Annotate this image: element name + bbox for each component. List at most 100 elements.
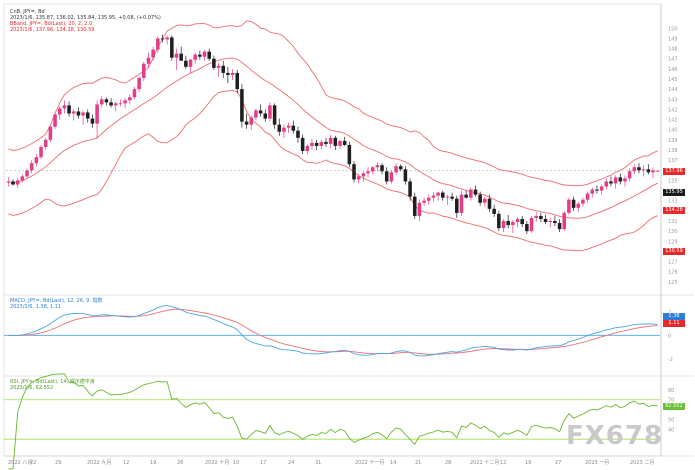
candle-body (142, 63, 146, 78)
time-axis-label: 2022 九月 (87, 459, 111, 466)
candle-body (338, 140, 342, 146)
candle-body (426, 197, 431, 201)
candle-body (469, 189, 473, 198)
candle-body (506, 221, 510, 226)
candle-body (641, 169, 646, 171)
candle-body (212, 58, 216, 68)
candle-body (352, 164, 356, 180)
candle-body (29, 163, 34, 171)
candle-body (300, 137, 305, 152)
time-axis-label: 2022 八月 (8, 460, 32, 466)
candle-body (310, 142, 314, 146)
candle-body (184, 60, 188, 67)
rsi-line (8, 373, 658, 470)
price-tick-label: 131 (668, 219, 678, 225)
candle-body (188, 59, 193, 67)
candle-body (39, 146, 43, 158)
price-tick-label: 137 (668, 158, 678, 164)
chart-frame (3, 3, 662, 457)
candle-body (328, 137, 333, 144)
candle-body (562, 212, 567, 230)
price-tick-label: 139 (668, 138, 678, 144)
candle-body (450, 196, 454, 199)
time-axis-label: 2022 十月 (205, 459, 229, 466)
candle-body (319, 141, 324, 146)
candle-body (34, 157, 39, 164)
candle-body (422, 200, 426, 203)
candle-body (128, 97, 132, 101)
time-axis-label: 28 (445, 460, 451, 466)
candle-body (43, 139, 48, 147)
candle-body (398, 166, 403, 170)
candle-body (81, 112, 85, 116)
candle-body (627, 171, 632, 179)
time-axis-label: 19 (525, 460, 531, 466)
macd-legend: MACD, JPY=, Bd(Last), 12, 26, 9, 指数 2023… (10, 298, 103, 310)
candle-body (342, 140, 347, 145)
candle-body (156, 38, 160, 50)
candle-body (272, 105, 277, 125)
candle-body (557, 223, 562, 230)
watermark-logo: FX678 (566, 421, 664, 451)
time-axis-label: 24 (288, 460, 294, 466)
candle-body (431, 195, 436, 198)
candle-body (618, 177, 623, 182)
candle-body (99, 99, 104, 105)
time-axis-label: 21 (415, 460, 421, 466)
candle-body (394, 166, 398, 173)
candle-body (67, 105, 71, 114)
candle-body (473, 189, 478, 195)
candle-body (20, 176, 25, 181)
rsi-tick-label: 80 (668, 388, 674, 394)
candle-body (370, 167, 375, 172)
candle-body (244, 121, 249, 125)
candle-body (483, 198, 487, 203)
candle-body (403, 169, 408, 182)
price-tick-label: 140 (668, 128, 678, 134)
lower-band-line (8, 90, 658, 252)
candle-body (193, 54, 197, 60)
candle-body (151, 49, 155, 58)
candle-body (305, 145, 310, 152)
last-price-tag: 135.95 (663, 189, 685, 196)
candle-body (137, 77, 141, 90)
macd-legend-line1: MACD, JPY=, Bd(Last), 12, 26, 9, 指数 (10, 298, 103, 304)
price-tick-label: 127 (668, 260, 678, 266)
candle-body (408, 181, 412, 197)
candle-body (146, 57, 151, 64)
candle-body (581, 199, 585, 204)
candle-body (291, 125, 296, 131)
candle-body (576, 203, 581, 208)
time-axis-label: 2023 二月 (630, 460, 654, 466)
time-axis-label: 26 (177, 460, 183, 466)
candle-body (534, 215, 538, 218)
candle-body (539, 215, 543, 219)
band-legend-line1: BBand, JPY=, Bd(Last), 20, 2, 2.0 (10, 21, 93, 27)
candle-body (623, 178, 627, 182)
candle-body (585, 193, 590, 200)
band-legend-line2: 2023/1/6, 137.96, 134.28, 130.59 (10, 27, 95, 33)
middle-band-line (8, 57, 658, 219)
candle-body (132, 89, 137, 98)
candle-body (198, 54, 202, 57)
candle-body (235, 72, 240, 90)
candle-body (174, 53, 179, 58)
time-axis-label: 31 (315, 460, 321, 466)
candle-body (53, 114, 57, 127)
macd-legend-line2: 2023/1/6, 1.38, 1.11 (10, 304, 62, 310)
macd-tick-label: 2 (668, 310, 671, 316)
candle-body (595, 189, 599, 191)
candle-body (207, 51, 211, 59)
candle-body (459, 194, 464, 213)
candle-body (609, 181, 613, 184)
macd-tag: 1.38 (663, 313, 685, 320)
candle-body (118, 103, 123, 105)
candle-body (511, 222, 515, 226)
candle-body (646, 169, 651, 173)
candle-body (6, 181, 11, 183)
candle-body (90, 118, 95, 124)
candle-body (375, 165, 380, 168)
candle-body (258, 110, 263, 114)
candle-body (263, 113, 268, 119)
